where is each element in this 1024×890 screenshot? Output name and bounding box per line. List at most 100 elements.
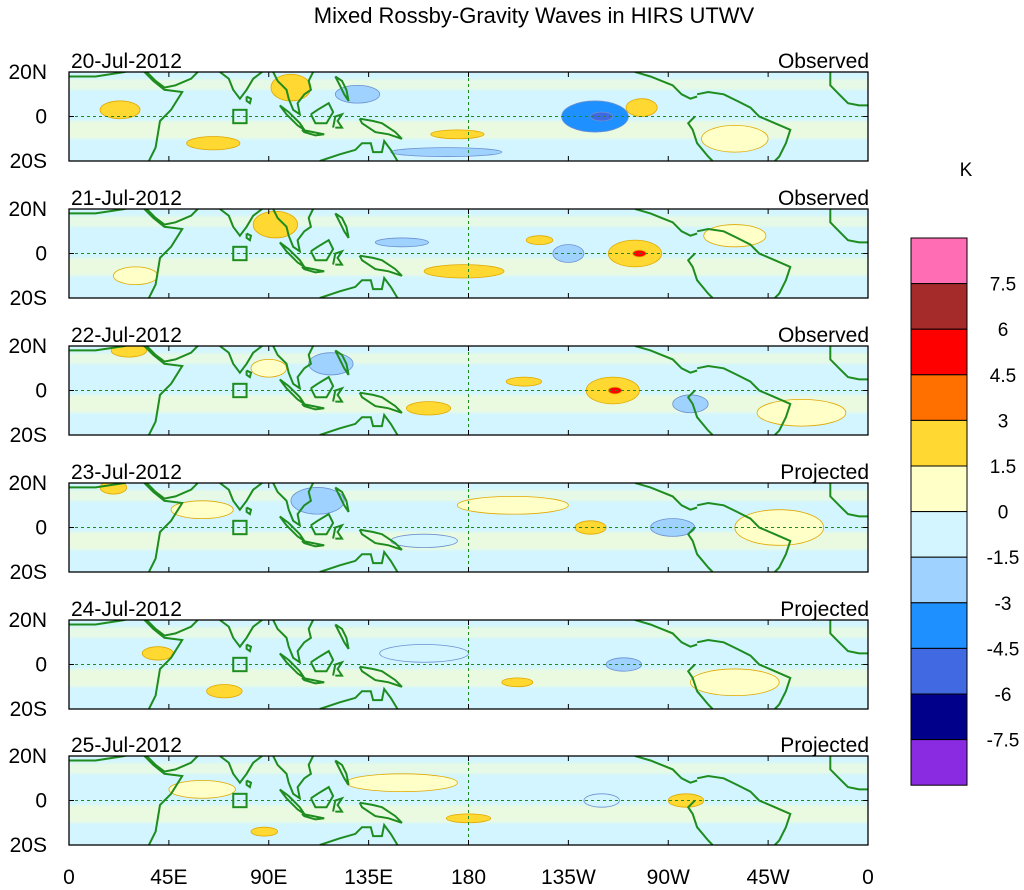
coastline xyxy=(686,663,714,709)
anomaly-blob xyxy=(690,668,780,697)
y-tick-label: 0 xyxy=(35,790,47,813)
x-tick-label: 90W xyxy=(647,866,690,889)
panel-status: Observed xyxy=(778,324,869,347)
coastline xyxy=(334,759,350,786)
anomaly-blob xyxy=(290,487,345,515)
coastline xyxy=(272,483,314,528)
coastline xyxy=(332,386,345,403)
colorbar-swatch xyxy=(910,739,968,786)
anomaly-blob xyxy=(206,684,243,699)
coastline xyxy=(829,620,868,655)
coastline xyxy=(332,523,345,540)
coastline xyxy=(145,756,199,773)
anomaly-blob xyxy=(590,111,614,122)
coastline xyxy=(319,412,399,435)
coastline xyxy=(245,232,253,242)
coastline xyxy=(634,620,698,648)
colorbar-level-label: -7.5 xyxy=(987,731,1020,752)
coastline xyxy=(245,369,253,379)
chart-title: Mixed Rossby-Gravity Waves in HIRS UTWV xyxy=(314,3,755,28)
anomaly-blob xyxy=(501,677,534,688)
colorbar-level-label: 0 xyxy=(998,503,1009,524)
coastline xyxy=(332,660,345,677)
coastline xyxy=(358,254,403,277)
panel-status: Projected xyxy=(780,598,869,621)
coastline xyxy=(145,346,199,363)
panel-status: Projected xyxy=(780,734,869,757)
coastline xyxy=(634,209,698,237)
x-axis: 0 45E 90E 135E 180 135W 90W 45W 0 xyxy=(63,866,874,889)
coastline xyxy=(319,275,399,298)
coastline xyxy=(829,756,868,791)
colorbar-swatch xyxy=(910,237,968,285)
coastline xyxy=(310,375,335,399)
colorbar-swatch xyxy=(910,511,968,558)
panel-6: 20N 0 20S 25-Jul-2012 Projected xyxy=(8,734,869,857)
coastline xyxy=(245,95,253,105)
coastline xyxy=(219,756,263,785)
coastline xyxy=(272,209,314,254)
coastline xyxy=(829,346,868,381)
coastline xyxy=(310,649,335,673)
coastline xyxy=(686,799,714,845)
coastline xyxy=(272,756,314,801)
anomaly-blob xyxy=(390,147,503,157)
coastline xyxy=(272,72,314,117)
coastline xyxy=(69,72,184,161)
coastline xyxy=(301,812,325,821)
y-tick-label: 20S xyxy=(10,424,47,447)
coastline xyxy=(332,796,345,813)
x-tick-label: 135W xyxy=(541,866,596,889)
coastline xyxy=(301,128,325,137)
anomaly-blob xyxy=(505,376,543,387)
anomaly-blob xyxy=(346,773,458,792)
coastline xyxy=(686,389,714,435)
coastline xyxy=(310,785,335,809)
coastline xyxy=(301,265,325,274)
coastline xyxy=(358,665,403,688)
coastline xyxy=(358,528,403,551)
coastline xyxy=(829,483,868,518)
colorbar-swatch xyxy=(910,283,968,330)
colorbar-swatch xyxy=(910,419,968,467)
anomaly-blob xyxy=(390,533,458,548)
x-tick-label: 0 xyxy=(862,866,874,889)
colorbar-level-label: 1.5 xyxy=(990,457,1016,478)
colorbar-swatch xyxy=(910,556,968,604)
colorbar-level-label: 7.5 xyxy=(990,275,1016,296)
coastline xyxy=(272,620,314,665)
panel-date: 22-Jul-2012 xyxy=(71,324,182,347)
y-tick-label: 0 xyxy=(35,243,47,266)
y-tick-label: 20N xyxy=(8,609,47,632)
colorbar-level-label: 3 xyxy=(998,411,1009,432)
colorbar-swatch xyxy=(910,602,968,649)
coastline xyxy=(334,212,350,239)
colorbar-swatch xyxy=(910,328,968,376)
x-tick-label: 180 xyxy=(451,866,486,889)
anomaly-blob xyxy=(423,264,505,279)
y-tick-label: 20S xyxy=(10,287,47,310)
coastline xyxy=(69,620,184,709)
anomaly-blob xyxy=(457,495,569,515)
panel-5: 20N 0 20S 24-Jul-2012 Projected xyxy=(8,598,869,721)
anomaly-blob xyxy=(141,646,174,661)
colorbar-swatch xyxy=(910,374,968,421)
coastline xyxy=(319,138,399,161)
coastline xyxy=(145,72,199,89)
y-tick-label: 20S xyxy=(10,834,47,857)
panel-status: Projected xyxy=(780,461,869,484)
panel-date: 23-Jul-2012 xyxy=(71,461,182,484)
colorbar: K 7.5 6 4.5 3 1.5 0 -1.5 -3 -4.5 -6 -7.5 xyxy=(910,160,1020,786)
coastline xyxy=(219,620,263,649)
anomaly-blob xyxy=(374,237,429,248)
colorbar-level-label: -3 xyxy=(995,594,1012,615)
y-tick-label: 20N xyxy=(8,745,47,768)
x-tick-label: 135E xyxy=(344,866,393,889)
colorbar-level-label: -6 xyxy=(995,685,1012,706)
colorbar-level-label: -4.5 xyxy=(987,639,1020,660)
panels-group: 20N 0 20S 20-Jul-2012 Observed 20N 0 20S 21-Jul-… xyxy=(8,50,869,857)
y-tick-label: 20N xyxy=(8,472,47,495)
coastline xyxy=(332,249,345,266)
panel-date: 21-Jul-2012 xyxy=(71,187,182,210)
